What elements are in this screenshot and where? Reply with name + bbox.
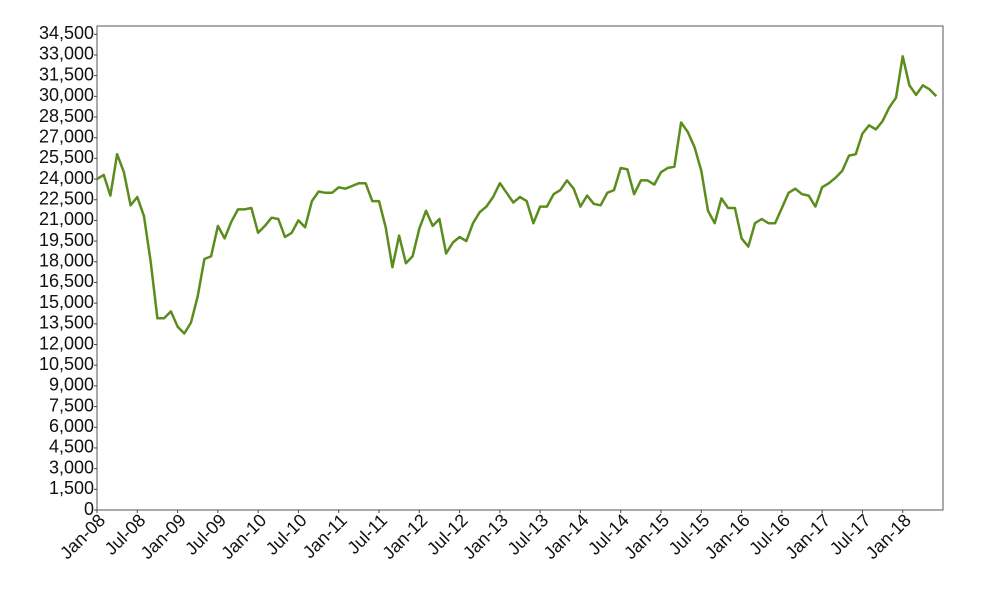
- y-tick-label: 34,500: [39, 23, 94, 43]
- y-tick-label: 18,000: [39, 251, 94, 271]
- y-tick-label: 21,000: [39, 209, 94, 229]
- y-tick-label: 13,500: [39, 313, 94, 333]
- x-tick-label: Jan-16: [701, 510, 754, 563]
- y-tick-label: 9,000: [49, 375, 94, 395]
- y-tick-label: 24,000: [39, 168, 94, 188]
- x-tick-label: Jan-08: [56, 510, 109, 563]
- price-line: [96, 55, 938, 335]
- x-tick-label: Jan-17: [781, 510, 834, 563]
- y-tick-label: 3,000: [49, 457, 94, 477]
- y-tick-label: 22,500: [39, 188, 94, 208]
- y-tick-label: 10,500: [39, 354, 94, 374]
- x-tick-label: Jan-09: [137, 510, 190, 563]
- y-tick-label: 4,500: [49, 437, 94, 457]
- y-tick-label: 33,000: [39, 44, 94, 64]
- y-tick-label: 30,000: [39, 85, 94, 105]
- y-tick-label: 31,500: [39, 64, 94, 84]
- y-tick-label: 12,000: [39, 333, 94, 353]
- y-tick-label: 0: [84, 499, 94, 519]
- y-tick-label: 27,000: [39, 126, 94, 146]
- x-tick-label: Jan-12: [378, 510, 431, 563]
- y-tick-label: 1,500: [49, 478, 94, 498]
- x-tick-label: Jan-10: [217, 510, 270, 563]
- y-tick-label: 6,000: [49, 416, 94, 436]
- y-tick-label: 16,500: [39, 271, 94, 291]
- x-tick-label: Jan-13: [459, 510, 512, 563]
- x-tick-label: Jan-14: [540, 510, 593, 563]
- y-tick-label: 25,500: [39, 147, 94, 167]
- plot-frame: [96, 25, 944, 511]
- y-tick-label: 15,000: [39, 292, 94, 312]
- y-tick-label: 7,500: [49, 395, 94, 415]
- x-tick-label: Jan-15: [620, 510, 673, 563]
- y-tick-label: 28,500: [39, 106, 94, 126]
- y-tick-label: 19,500: [39, 230, 94, 250]
- x-tick-label: Jan-11: [299, 510, 351, 562]
- x-tick-label: Jan-18: [862, 510, 915, 563]
